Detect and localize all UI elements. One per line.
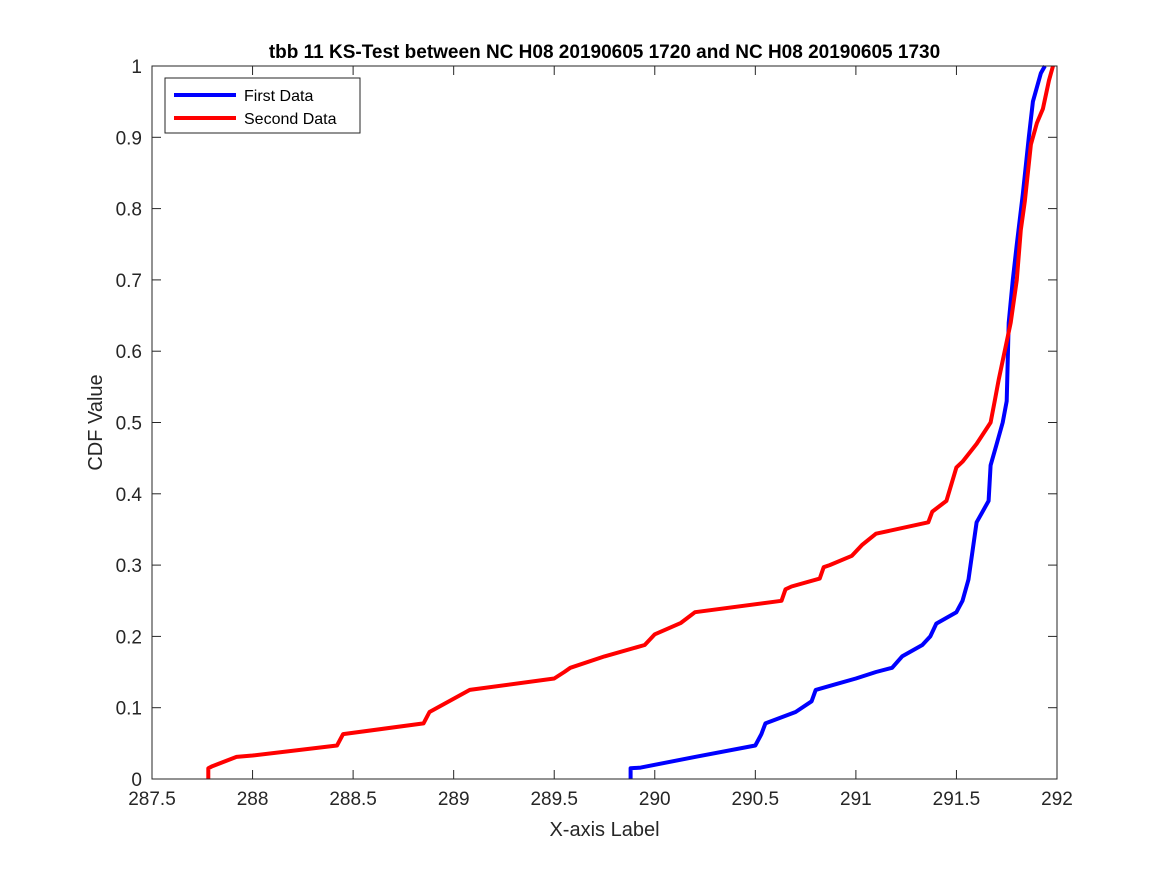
x-axis: 287.5 288 288.5 289 289.5 290 290.5 291 291.5 292 <box>128 66 1073 810</box>
x-tick-label: 290.5 <box>732 789 780 810</box>
x-tick-label: 289 <box>438 789 470 810</box>
chart-title: tbb 11 KS-Test between NC H08 20190605 1… <box>269 42 940 63</box>
y-tick-label: 0.7 <box>116 271 142 292</box>
y-tick-label: 0.1 <box>116 699 142 720</box>
legend-label-second-data: Second Data <box>244 111 337 128</box>
series-line-second-data <box>206 65 1055 779</box>
x-axis-label: X-axis Label <box>549 819 659 841</box>
x-tick-label: 291 <box>840 789 872 810</box>
plot-area <box>152 66 1057 779</box>
y-tick-label: 0 <box>131 770 142 791</box>
y-tick-label: 0.8 <box>116 200 142 221</box>
y-tick-label: 0.4 <box>116 485 143 506</box>
y-tick-label: 0.6 <box>116 342 142 363</box>
series-layer <box>206 65 1055 779</box>
y-tick-label: 1 <box>131 57 142 78</box>
legend-label-first-data: First Data <box>244 88 313 105</box>
x-tick-label: 289.5 <box>530 789 578 810</box>
y-tick-label: 0.3 <box>116 556 142 577</box>
y-axis-label: CDF Value <box>85 374 107 470</box>
x-tick-label: 291.5 <box>933 789 981 810</box>
x-tick-label: 288 <box>237 789 269 810</box>
y-axis: 0 0.1 0.2 0.3 0.4 0.5 0.6 0.7 0.8 0.9 1 <box>116 57 1057 791</box>
x-tick-label: 287.5 <box>128 789 176 810</box>
y-tick-label: 0.9 <box>116 128 142 149</box>
y-tick-label: 0.5 <box>116 414 142 435</box>
y-tick-label: 0.2 <box>116 627 142 648</box>
legend-box <box>164 77 361 134</box>
x-tick-label: 292 <box>1041 789 1073 810</box>
series-line-first-data <box>628 65 1047 779</box>
x-tick-label: 290 <box>639 789 671 810</box>
legend: First Data Second Data <box>164 77 361 134</box>
x-tick-label: 288.5 <box>329 789 377 810</box>
